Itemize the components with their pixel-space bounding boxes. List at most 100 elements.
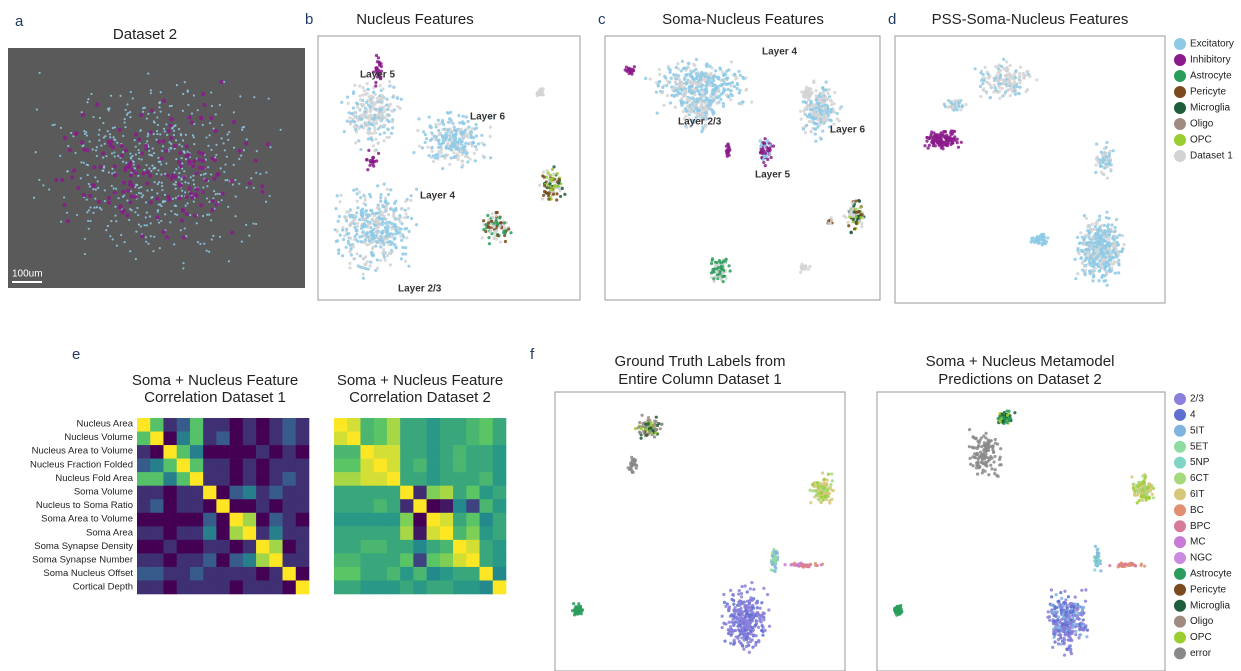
point <box>201 166 205 170</box>
point <box>157 140 161 144</box>
point <box>474 123 477 126</box>
point <box>1105 216 1108 219</box>
point <box>95 188 97 190</box>
point <box>1074 633 1077 636</box>
point <box>471 141 474 144</box>
point <box>107 196 111 200</box>
point <box>169 221 171 223</box>
point <box>736 621 739 624</box>
point <box>187 182 189 184</box>
point <box>1152 496 1155 499</box>
point <box>221 199 223 201</box>
point <box>730 598 733 601</box>
point <box>760 601 763 604</box>
point <box>359 196 362 199</box>
point <box>140 151 144 155</box>
point <box>770 156 773 159</box>
point <box>1105 273 1108 276</box>
point <box>144 144 148 148</box>
point <box>418 117 421 120</box>
point <box>374 131 377 134</box>
point <box>384 259 387 262</box>
point <box>995 74 998 77</box>
point <box>994 438 997 441</box>
point <box>181 195 183 197</box>
point <box>677 74 680 77</box>
point <box>989 96 992 99</box>
point <box>727 264 730 267</box>
point <box>394 200 397 203</box>
point <box>212 235 214 237</box>
point <box>150 222 152 224</box>
point <box>202 215 204 217</box>
point <box>808 120 811 123</box>
point <box>206 214 208 216</box>
point <box>1093 568 1096 571</box>
point <box>116 142 118 144</box>
point <box>635 464 638 467</box>
point <box>226 133 228 135</box>
point <box>1087 224 1090 227</box>
point <box>1086 229 1089 232</box>
point <box>1079 231 1082 234</box>
point <box>462 115 465 118</box>
point <box>1095 158 1098 161</box>
point <box>131 209 133 211</box>
point <box>923 144 926 147</box>
point <box>812 80 815 83</box>
point <box>358 190 361 193</box>
point <box>686 98 689 101</box>
point <box>182 236 186 240</box>
point <box>768 152 771 155</box>
point <box>690 81 693 84</box>
point <box>168 141 170 143</box>
point <box>1078 252 1081 255</box>
point <box>460 149 463 152</box>
point <box>1132 483 1135 486</box>
point <box>398 231 401 234</box>
point <box>380 236 383 239</box>
point <box>1094 171 1097 174</box>
point <box>209 116 213 120</box>
point <box>96 146 98 148</box>
point <box>129 152 131 154</box>
point <box>373 128 376 131</box>
point <box>1148 482 1151 485</box>
point <box>813 113 816 116</box>
point <box>1121 234 1124 237</box>
point <box>368 100 371 103</box>
point <box>188 115 192 119</box>
point <box>733 639 736 642</box>
point <box>162 230 166 234</box>
point <box>1128 562 1131 565</box>
point <box>1099 263 1102 266</box>
point <box>228 131 230 133</box>
point <box>184 181 186 183</box>
point <box>1032 237 1035 240</box>
point <box>389 263 392 266</box>
point <box>895 607 898 610</box>
point <box>459 132 462 135</box>
point <box>767 608 770 611</box>
point <box>804 88 807 91</box>
point <box>576 612 579 615</box>
point <box>400 207 403 210</box>
point <box>818 98 821 101</box>
point <box>814 122 817 125</box>
point <box>955 100 958 103</box>
point <box>1002 82 1005 85</box>
point <box>92 116 94 118</box>
point <box>1018 92 1021 95</box>
point <box>396 217 399 220</box>
point <box>86 211 88 213</box>
point <box>990 457 993 460</box>
point <box>202 186 204 188</box>
point <box>350 253 353 256</box>
point <box>653 423 656 426</box>
point <box>438 131 441 134</box>
point <box>496 234 499 237</box>
point <box>125 213 129 217</box>
point <box>985 91 988 94</box>
point <box>195 194 199 198</box>
point <box>674 81 677 84</box>
